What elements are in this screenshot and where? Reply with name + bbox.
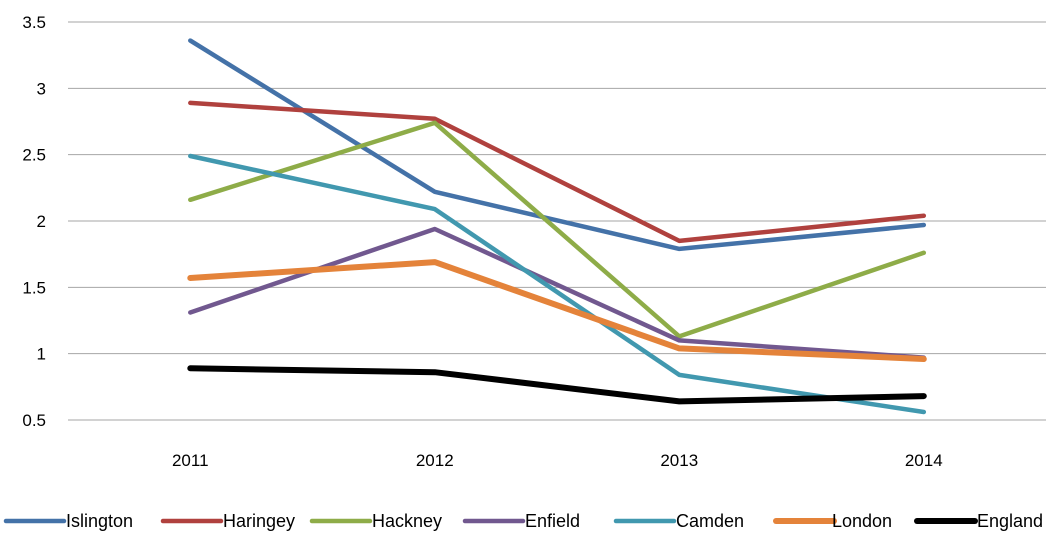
- y-tick-label: 3: [37, 79, 46, 98]
- legend-label-haringey: Haringey: [223, 511, 295, 531]
- y-tick-label: 2: [37, 212, 46, 231]
- legend-label-enfield: Enfield: [525, 511, 580, 531]
- series-lines: [187, 38, 927, 415]
- y-tick-label: 3.5: [22, 13, 46, 32]
- legend-label-islington: Islington: [66, 511, 133, 531]
- x-tick-label: 2012: [416, 451, 454, 470]
- x-tick-label: 2013: [660, 451, 698, 470]
- series-line-haringey: [188, 100, 927, 244]
- legend-label-england: England: [977, 511, 1043, 531]
- y-tick-label: 2.5: [22, 146, 46, 165]
- legend-label-london: London: [832, 511, 892, 531]
- gridlines: [68, 21, 1046, 421]
- series-line-camden: [188, 153, 927, 415]
- y-tick-label: 1.5: [22, 278, 46, 297]
- series-line-london: [187, 259, 927, 362]
- y-axis-tick-labels: 0.5 1 1.5 2 2.5 3 3.5: [22, 13, 46, 430]
- series-line-england: [187, 365, 927, 405]
- legend: Islington Haringey Hackney Enfield Camden Lon…: [3, 511, 1043, 531]
- x-tick-label: 2014: [905, 451, 943, 470]
- y-tick-label: 0.5: [22, 411, 46, 430]
- x-axis-tick-labels: 2011 2012 2013 2014: [172, 451, 943, 470]
- legend-label-camden: Camden: [676, 511, 744, 531]
- series-line-islington: [188, 38, 927, 252]
- legend-label-hackney: Hackney: [372, 511, 442, 531]
- x-tick-label: 2011: [172, 451, 209, 470]
- series-line-hackney: [188, 120, 927, 339]
- y-tick-label: 1: [37, 345, 46, 364]
